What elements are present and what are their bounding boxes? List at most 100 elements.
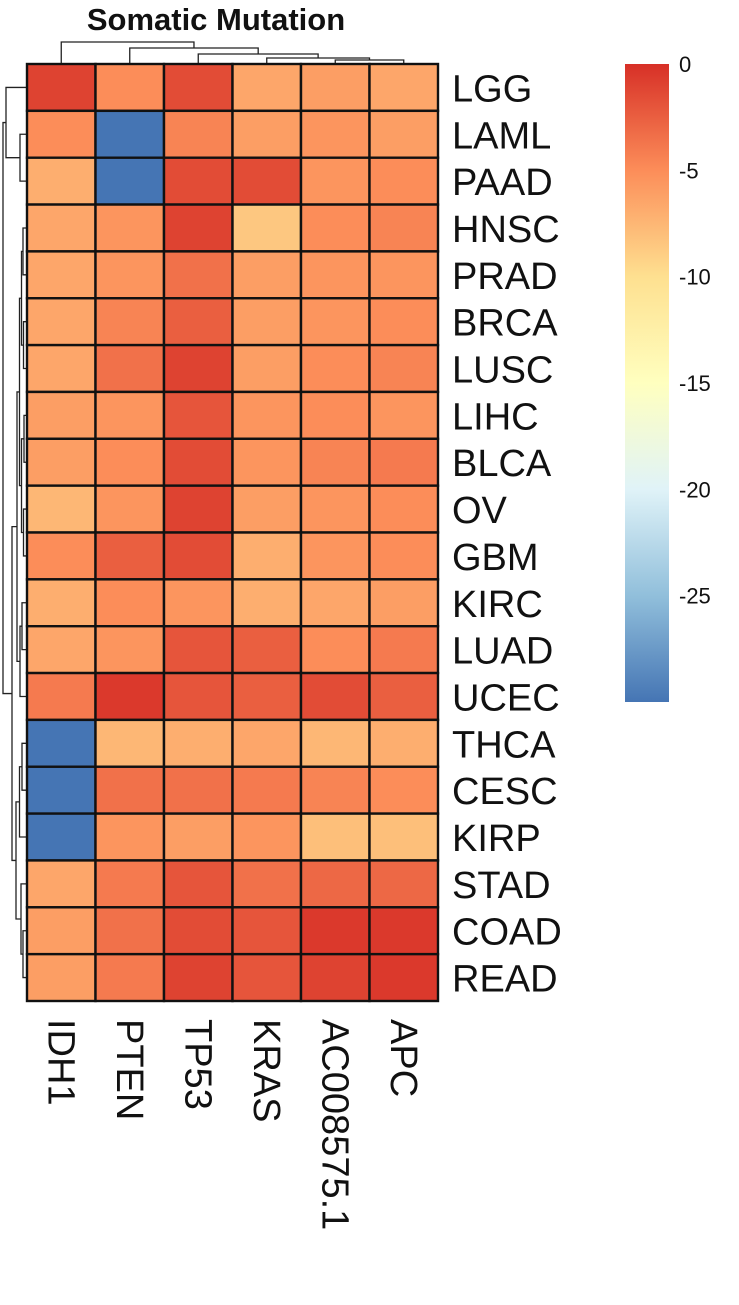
cell-cesc-idh1 bbox=[25, 765, 97, 815]
cell-ucec-tp53 bbox=[162, 671, 234, 722]
row-label-kirp: KIRP bbox=[452, 818, 541, 860]
cell-read-ac008575-1 bbox=[299, 952, 371, 1003]
cell-luad-apc bbox=[368, 625, 440, 675]
cell-stad-kras bbox=[231, 859, 303, 909]
cell-laml-idh1 bbox=[25, 109, 97, 159]
cell-laml-ac008575-1 bbox=[299, 109, 371, 159]
cell-ucec-pten bbox=[94, 671, 166, 722]
cell-luad-tp53 bbox=[162, 625, 234, 675]
row-label-stad: STAD bbox=[452, 865, 551, 907]
color-scale-legend: 0 -5 -10 -15 -20 -25 bbox=[625, 52, 711, 702]
cell-ucec-idh1 bbox=[25, 671, 97, 722]
cell-thca-idh1 bbox=[25, 718, 97, 768]
cell-lihc-pten bbox=[94, 390, 166, 441]
cell-gbm-apc bbox=[368, 531, 440, 581]
cell-coad-apc bbox=[368, 906, 440, 956]
cell-laml-tp53 bbox=[162, 109, 234, 159]
cell-lgg-tp53 bbox=[162, 62, 234, 113]
row-dendrogram-link bbox=[15, 801, 21, 920]
cell-blca-ac008575-1 bbox=[299, 437, 371, 487]
row-label-lusc: LUSC bbox=[452, 350, 553, 392]
column-label-apc: APC bbox=[382, 1019, 424, 1097]
cell-laml-kras bbox=[231, 109, 303, 159]
cell-thca-tp53 bbox=[162, 718, 234, 768]
cell-kirp-apc bbox=[368, 812, 440, 862]
row-dendrogram-link bbox=[22, 508, 26, 557]
cell-ov-tp53 bbox=[162, 484, 234, 534]
cell-brca-pten bbox=[94, 297, 166, 347]
cell-brca-idh1 bbox=[25, 297, 97, 347]
cell-lusc-kras bbox=[231, 343, 303, 394]
cell-kirp-ac008575-1 bbox=[299, 812, 371, 862]
cell-hnsc-tp53 bbox=[162, 203, 234, 253]
column-label-ac008575-1: AC008575.1 bbox=[313, 1019, 355, 1230]
color-scale-ticks: 0 -5 -10 -15 -20 -25 bbox=[679, 52, 711, 609]
row-label-gbm: GBM bbox=[452, 537, 539, 579]
cell-ov-apc bbox=[368, 484, 440, 534]
cell-lusc-pten bbox=[94, 343, 166, 394]
cell-kirp-idh1 bbox=[25, 812, 97, 862]
row-dendrogram-link bbox=[2, 121, 12, 695]
cell-read-idh1 bbox=[25, 952, 97, 1003]
color-scale-tick-label: -15 bbox=[679, 371, 711, 396]
row-dendrogram-link bbox=[19, 133, 26, 182]
cell-prad-idh1 bbox=[25, 250, 97, 300]
row-dendrogram-link bbox=[19, 625, 26, 698]
cell-lgg-kras bbox=[231, 62, 303, 113]
cell-thca-kras bbox=[231, 718, 303, 768]
cell-coad-tp53 bbox=[162, 906, 234, 956]
column-dendrogram-link bbox=[334, 59, 405, 63]
row-dendrogram-link bbox=[5, 86, 26, 159]
row-dendrogram-link bbox=[21, 742, 26, 791]
cell-brca-tp53 bbox=[162, 297, 234, 347]
cell-lgg-ac008575-1 bbox=[299, 62, 371, 113]
row-dendrogram-link bbox=[22, 227, 26, 276]
row-label-ov: OV bbox=[452, 490, 508, 532]
row-dendrogram-link bbox=[23, 414, 26, 463]
cell-hnsc-idh1 bbox=[25, 203, 97, 253]
cell-luad-pten bbox=[94, 625, 166, 675]
row-label-blca: BLCA bbox=[452, 443, 552, 485]
column-labels: IDH1 PTEN TP53 KRAS AC008575.1 APC bbox=[39, 1019, 424, 1230]
cell-kirc-tp53 bbox=[162, 578, 234, 628]
color-scale-tick-label: -25 bbox=[679, 584, 711, 609]
cell-cesc-tp53 bbox=[162, 765, 234, 815]
row-label-ucec: UCEC bbox=[452, 677, 560, 719]
cell-thca-ac008575-1 bbox=[299, 718, 371, 768]
column-label-tp53: TP53 bbox=[176, 1019, 218, 1110]
cell-stad-idh1 bbox=[25, 859, 97, 909]
cell-ucec-ac008575-1 bbox=[299, 671, 371, 722]
row-label-hnsc: HNSC bbox=[452, 209, 560, 251]
cell-blca-pten bbox=[94, 437, 166, 487]
column-dendrogram bbox=[60, 41, 405, 63]
cell-stad-pten bbox=[94, 859, 166, 909]
cell-coad-ac008575-1 bbox=[299, 906, 371, 956]
cell-ov-kras bbox=[231, 484, 303, 534]
cell-coad-pten bbox=[94, 906, 166, 956]
row-label-thca: THCA bbox=[452, 724, 556, 766]
cell-blca-apc bbox=[368, 437, 440, 487]
column-dendrogram-link bbox=[129, 47, 259, 63]
cell-prad-apc bbox=[368, 250, 440, 300]
row-label-luad: LUAD bbox=[452, 631, 553, 673]
cell-stad-apc bbox=[368, 859, 440, 909]
cell-paad-pten bbox=[94, 156, 166, 206]
cell-gbm-kras bbox=[231, 531, 303, 581]
cell-read-pten bbox=[94, 952, 166, 1003]
cell-paad-apc bbox=[368, 156, 440, 206]
cell-coad-idh1 bbox=[25, 906, 97, 956]
row-label-brca: BRCA bbox=[452, 303, 558, 345]
cell-ov-pten bbox=[94, 484, 166, 534]
cell-brca-apc bbox=[368, 297, 440, 347]
cell-luad-kras bbox=[231, 625, 303, 675]
row-label-laml: LAML bbox=[452, 115, 551, 157]
cell-cesc-kras bbox=[231, 765, 303, 815]
cell-blca-tp53 bbox=[162, 437, 234, 487]
row-label-kirc: KIRC bbox=[452, 584, 543, 626]
cell-kirp-kras bbox=[231, 812, 303, 862]
cell-paad-kras bbox=[231, 156, 303, 206]
cell-ov-idh1 bbox=[25, 484, 97, 534]
cell-read-kras bbox=[231, 952, 303, 1003]
cell-cesc-apc bbox=[368, 765, 440, 815]
cell-prad-kras bbox=[231, 250, 303, 300]
